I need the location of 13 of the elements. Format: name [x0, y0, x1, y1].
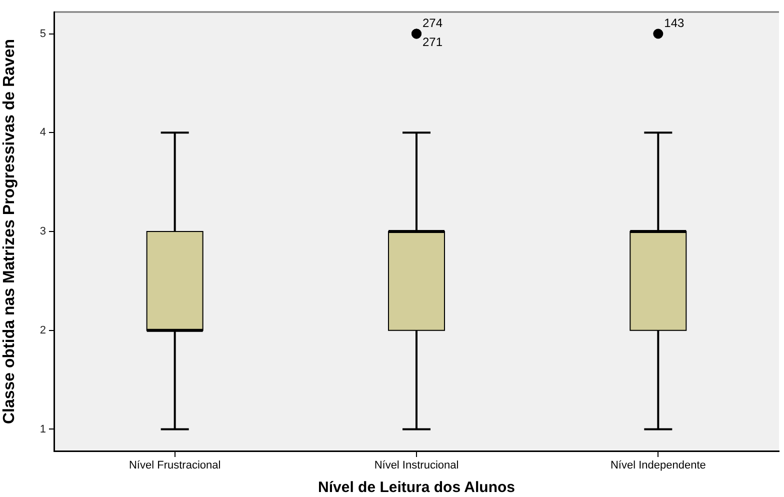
x-axis-title: Nível de Leitura dos Alunos	[318, 479, 515, 496]
y-tick-label: 1	[40, 423, 46, 436]
y-tick-label: 3	[40, 226, 46, 238]
x-tick-label: Nível Instrucional	[374, 460, 459, 472]
x-tick-label: Nível Frustracional	[128, 460, 221, 472]
annotation: 143	[664, 16, 685, 30]
y-tick-label: 2	[40, 324, 46, 336]
annotation: 274	[422, 16, 443, 30]
annotation: 271	[422, 35, 443, 50]
y-tick-label: 4	[40, 126, 46, 139]
x-tick-label: Nível Independente	[610, 460, 706, 472]
y-tick-label: 5	[40, 28, 46, 40]
y-axis-title: Classe obtida nas Matrizes Progressivas de Raven	[1, 38, 18, 424]
